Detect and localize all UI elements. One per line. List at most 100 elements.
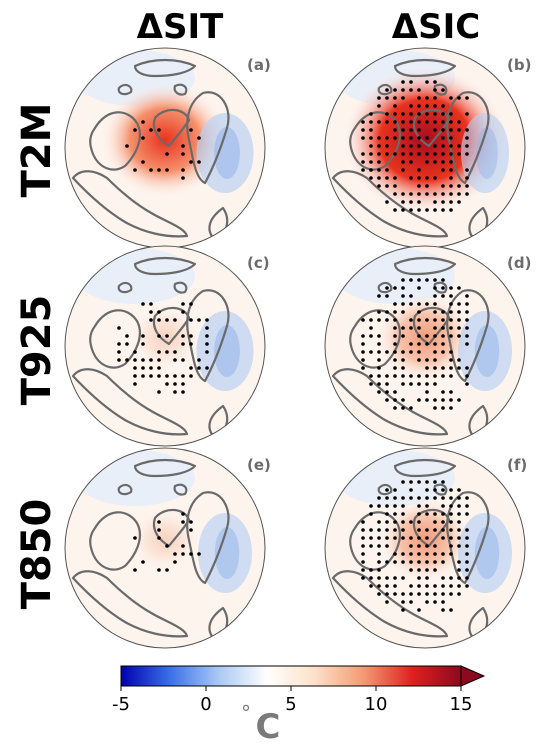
stipple-dot — [401, 374, 405, 378]
stipple-dot — [149, 302, 153, 306]
stipple-dot — [409, 144, 413, 148]
stipple-dot — [425, 528, 429, 532]
stipple-dot — [157, 334, 161, 338]
stipple-dot — [401, 112, 405, 116]
stipple-dot — [433, 488, 437, 492]
stipple-dot — [401, 144, 405, 148]
stipple-dot — [181, 520, 185, 524]
stipple-dot — [409, 88, 413, 92]
coastlines — [71, 256, 230, 440]
stipple-dot — [433, 144, 437, 148]
stipple-dot — [441, 152, 445, 156]
stipple-dot — [449, 350, 453, 354]
stipple-dot — [417, 120, 421, 124]
stipple-dot — [409, 80, 413, 84]
stipple-dot — [361, 128, 365, 132]
stipple-dot — [393, 208, 397, 212]
stipple-dot — [465, 326, 469, 330]
stipple-dot — [385, 592, 389, 596]
stipple-dot — [133, 128, 137, 132]
stipple-dot — [441, 184, 445, 188]
stipple-dot — [401, 168, 405, 172]
stipple-dot — [425, 398, 429, 402]
stipple-dot — [165, 152, 169, 156]
stipple-dot — [417, 560, 421, 564]
stipple-dot — [361, 528, 365, 532]
stipple-dot — [173, 382, 177, 386]
stipple-dot — [133, 350, 137, 354]
stipple-dot — [361, 552, 365, 556]
stipple-dot — [393, 390, 397, 394]
stipple-dot — [425, 358, 429, 362]
stipple-dot — [457, 488, 461, 492]
stipple-dot — [401, 382, 405, 386]
stipple-dot — [441, 584, 445, 588]
stipple-dot — [393, 592, 397, 596]
stipple-dot — [149, 366, 153, 370]
stipple-dot — [425, 374, 429, 378]
stipple-dot — [393, 358, 397, 362]
stipple-dot — [401, 560, 405, 564]
stipple-dot — [417, 278, 421, 282]
stipple-dot — [385, 488, 389, 492]
colorbar-tick-label: 15 — [450, 694, 473, 715]
stipple-dot — [173, 560, 177, 564]
stipple-dot — [361, 520, 365, 524]
stipple-dot — [141, 136, 145, 140]
stipple-dot — [449, 398, 453, 402]
stipple-dot — [377, 366, 381, 370]
stipple-dot — [393, 318, 397, 322]
stipple-dot — [441, 488, 445, 492]
stipple-dot — [197, 366, 201, 370]
stipple-dot — [449, 536, 453, 540]
stipple-dot — [393, 120, 397, 124]
stipple-dot — [369, 326, 373, 330]
stipple-dot — [449, 520, 453, 524]
stipple-dot — [417, 608, 421, 612]
stipple-dot — [165, 334, 169, 338]
stipple-dot — [449, 318, 453, 322]
stipple-dot — [369, 576, 373, 580]
stipple-dot — [409, 278, 413, 282]
stipple-dot — [133, 568, 137, 572]
stipple-dot — [401, 536, 405, 540]
stipple-dot — [165, 318, 169, 322]
stipple-dot — [141, 560, 145, 564]
stipple-dot — [433, 544, 437, 548]
stipple-dot — [449, 302, 453, 306]
significance-stippling — [361, 480, 469, 612]
stipple-dot — [433, 334, 437, 338]
stipple-dot — [441, 528, 445, 532]
stipple-dot — [369, 112, 373, 116]
colorbar-tick-label: -5 — [112, 694, 130, 715]
stipple-dot — [377, 310, 381, 314]
stipple-dot — [465, 112, 469, 116]
warm-anomaly-region — [100, 82, 230, 198]
stipple-dot — [385, 398, 389, 402]
stipple-dot — [425, 96, 429, 100]
stipple-dot — [165, 544, 169, 548]
stipple-dot — [409, 496, 413, 500]
stipple-dot — [457, 512, 461, 516]
stipple-dot — [173, 350, 177, 354]
stipple-dot — [425, 568, 429, 572]
stipple-dot — [409, 176, 413, 180]
stipple-dot — [457, 128, 461, 132]
stipple-dot — [433, 200, 437, 204]
stipple-dot — [417, 592, 421, 596]
stipple-dot — [401, 286, 405, 290]
stipple-dot — [457, 144, 461, 148]
stipple-dot — [457, 184, 461, 188]
stipple-dot — [385, 382, 389, 386]
stipple-dot — [401, 208, 405, 212]
stipple-dot — [409, 112, 413, 116]
stipple-dot — [449, 608, 453, 612]
stipple-dot — [417, 496, 421, 500]
map-panels: (a) (b) (c) (d) (e) (f) — [64, 47, 531, 649]
stipple-dot — [433, 374, 437, 378]
stipple-dot — [441, 374, 445, 378]
stipple-dot — [449, 374, 453, 378]
stipple-dot — [393, 366, 397, 370]
stipple-dot — [449, 200, 453, 204]
stipple-dot — [449, 192, 453, 196]
